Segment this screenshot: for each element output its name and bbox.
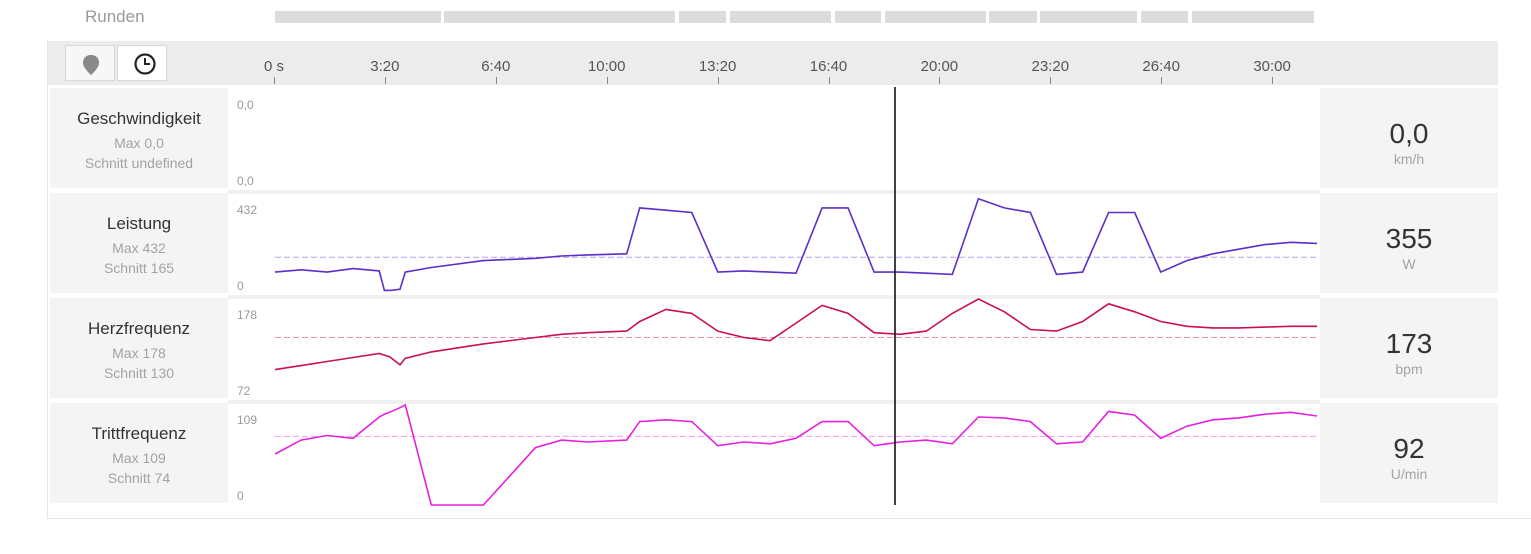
y-max-label: 432 (237, 203, 258, 217)
row-max: Max 432 (112, 240, 166, 256)
series-line-herzfrequenz (274, 298, 1317, 371)
time-tick-label: 20:00 (920, 58, 959, 75)
map-pin-icon (83, 55, 99, 75)
current-value: 173 (1385, 328, 1433, 359)
row-max: Max 0,0 (114, 135, 164, 151)
chart-panel (47, 40, 1531, 519)
time-tick-label: 23:20 (1031, 58, 1070, 75)
time-tick-label: 30:00 (1253, 58, 1291, 75)
lap-segment[interactable] (885, 11, 986, 23)
unit-label: km/h (1393, 151, 1425, 167)
row-value-power: 355 W (1320, 193, 1498, 293)
time-tick-label: 26:40 (1142, 58, 1180, 75)
unit-label: W (1402, 256, 1416, 272)
time-tick-mark (606, 77, 608, 84)
series-line-trittfrequenz (274, 403, 1318, 506)
time-axis (48, 41, 1498, 85)
row-name: Geschwindigkeit (77, 109, 201, 128)
row-name: Trittfrequenz (91, 424, 187, 443)
lap-segment[interactable] (1192, 11, 1314, 23)
lap-segment[interactable] (679, 11, 726, 23)
lap-segment[interactable] (835, 11, 881, 23)
row-name: Leistung (106, 214, 172, 233)
lap-segment[interactable] (1141, 11, 1188, 23)
time-tick-label: 13:20 (698, 58, 737, 75)
row-max: Max 109 (112, 450, 166, 466)
row-label-speed: Geschwindigkeit Max 0,0 Schnitt undefine… (50, 88, 228, 188)
lap-segment[interactable] (730, 11, 831, 23)
series-line-leistung (274, 197, 1318, 292)
row-max: Max 178 (112, 345, 166, 361)
clock-icon (134, 53, 156, 75)
row-divider (228, 295, 1320, 299)
row-divider (228, 400, 1320, 404)
time-mode-button[interactable] (117, 45, 167, 81)
time-tick-mark (1272, 77, 1274, 84)
row-value-heart-rate: 173 bpm (1320, 298, 1498, 398)
laps-label: Runden (85, 7, 145, 26)
y-min-label: 72 (237, 384, 251, 398)
y-min-label: 0 (237, 279, 244, 293)
time-tick-label: 0 s (263, 58, 285, 75)
row-name: Herzfrequenz (87, 319, 191, 338)
time-tick-mark (274, 77, 275, 84)
row-label-power: Leistung Max 432 Schnitt 165 (50, 193, 228, 293)
time-tick-mark (495, 77, 497, 84)
row-avg: Schnitt 130 (103, 365, 175, 381)
unit-label: bpm (1395, 361, 1423, 377)
current-value: 355 (1385, 223, 1433, 254)
time-tick-mark (1161, 77, 1163, 84)
y-min-label: 0 (237, 489, 244, 503)
row-value-cadence: 92 U/min (1320, 403, 1498, 503)
y-max-label: 178 (237, 308, 258, 322)
time-tick-mark (717, 77, 719, 84)
lap-segment[interactable] (1040, 11, 1137, 23)
time-tick-mark (1050, 77, 1052, 84)
row-label-heart-rate: Herzfrequenz Max 178 Schnitt 130 (50, 298, 228, 398)
row-label-cadence: Trittfrequenz Max 109 Schnitt 74 (50, 403, 228, 503)
time-tick-label: 6:40 (481, 58, 511, 75)
unit-label: U/min (1390, 466, 1428, 482)
time-tick-mark (828, 77, 830, 84)
lap-segment[interactable] (444, 11, 675, 23)
row-avg: Schnitt 165 (103, 260, 175, 276)
row-avg: Schnitt undefined (84, 155, 194, 171)
row-divider (228, 190, 1320, 194)
time-tick-mark (939, 77, 941, 84)
time-tick-label: 3:20 (370, 58, 400, 75)
time-tick-label: 10:00 (587, 58, 626, 75)
y-max-label: 109 (237, 413, 258, 427)
time-tick-label: 16:40 (809, 58, 848, 75)
y-min-label: 0,0 (237, 174, 254, 188)
lap-segment[interactable] (275, 11, 441, 23)
current-value: 0,0 (1389, 118, 1429, 149)
current-value: 92 (1393, 433, 1425, 464)
y-max-label: 0,0 (237, 98, 254, 112)
lap-segment[interactable] (989, 11, 1037, 23)
row-value-speed: 0,0 km/h (1320, 88, 1498, 188)
time-tick-mark (384, 77, 386, 84)
row-avg: Schnitt 74 (107, 470, 171, 486)
map-mode-button[interactable] (65, 45, 115, 81)
